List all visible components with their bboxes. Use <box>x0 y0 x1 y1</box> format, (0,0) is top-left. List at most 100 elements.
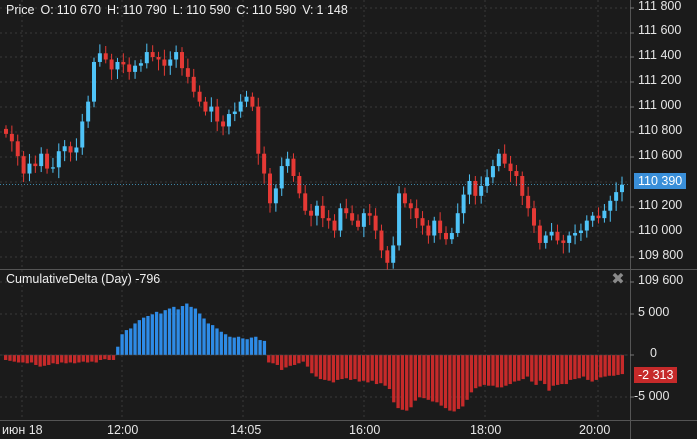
last-price-badge: 110 390 <box>634 173 687 189</box>
delta-bar <box>474 355 478 389</box>
price-tick: 111 200 <box>638 73 682 87</box>
candle-body <box>543 235 548 243</box>
delta-bar <box>223 334 228 355</box>
delta-bar <box>573 355 577 380</box>
delta-bar <box>29 355 34 363</box>
candle-body <box>373 215 378 231</box>
time-tick: 18:00 <box>470 423 502 437</box>
delta-bar <box>487 355 491 386</box>
candle-body <box>285 158 290 167</box>
delta-bar <box>586 355 590 380</box>
delta-bar <box>465 355 469 400</box>
price-tick: 111 400 <box>638 48 682 62</box>
candle-body <box>508 163 513 172</box>
candle-body <box>356 220 360 227</box>
candle-body <box>21 156 26 174</box>
delta-bar <box>189 306 193 355</box>
delta-bar <box>305 355 310 367</box>
delta-bar <box>228 336 232 355</box>
delta-bar <box>258 340 262 355</box>
delta-bar <box>383 355 387 386</box>
candle-body <box>479 185 484 196</box>
delta-bar <box>292 355 297 365</box>
delta-bar <box>616 355 620 375</box>
candle-body <box>27 163 32 174</box>
delta-bar <box>534 355 538 385</box>
delta-bar <box>271 355 275 364</box>
candle-body <box>50 167 55 169</box>
volume-value: 1 148 <box>316 3 348 17</box>
candle-body <box>426 225 431 236</box>
time-tick: 14:05 <box>230 423 262 437</box>
candle-body <box>127 64 132 72</box>
close-icon[interactable]: ✖ <box>611 271 625 288</box>
delta-bar <box>478 355 482 387</box>
delta-bar <box>107 355 111 360</box>
delta-bar <box>120 334 124 355</box>
close-value: 110 590 <box>251 3 297 17</box>
candle-body <box>326 218 331 221</box>
delta-bar <box>85 355 90 363</box>
price-tick: 110 200 <box>638 198 683 212</box>
delta-bar <box>47 355 51 365</box>
delta-bar <box>297 355 301 364</box>
candle-body <box>332 220 337 231</box>
delta-bar <box>508 355 512 385</box>
delta-bar <box>461 355 465 407</box>
delta-bar <box>577 355 581 379</box>
delta-bar <box>538 355 543 381</box>
candle-body <box>226 114 231 127</box>
last-delta-badge: -2 313 <box>634 367 678 383</box>
delta-bar <box>418 355 422 398</box>
time-tick: 12:00 <box>107 423 139 437</box>
delta-bar <box>146 315 150 355</box>
delta-bar <box>521 355 525 380</box>
delta-bar <box>12 355 16 362</box>
delta-bar <box>499 355 504 388</box>
delta-bar <box>568 355 573 380</box>
candle-body <box>203 101 208 112</box>
low-value: 110 590 <box>186 3 231 17</box>
candle-body <box>221 121 226 127</box>
candle-body <box>168 59 173 66</box>
candle-body <box>138 63 143 66</box>
high-key: H: <box>106 3 120 17</box>
candle-body <box>197 91 202 102</box>
delta-bar <box>551 355 555 386</box>
delta-bar <box>81 355 85 362</box>
candle-body <box>273 188 278 204</box>
time-tick: июн 18 <box>2 423 43 437</box>
candle-body <box>620 184 624 193</box>
candle-body <box>561 240 566 243</box>
delta-bar <box>556 355 560 385</box>
open-key: O: <box>40 3 54 17</box>
delta-bar <box>236 336 241 355</box>
delta-bar <box>51 355 55 364</box>
delta-bar <box>60 355 64 363</box>
delta-bar <box>331 355 336 383</box>
candle-body <box>297 176 302 194</box>
delta-bar <box>409 355 413 408</box>
delta-bar <box>185 303 189 355</box>
candle-body <box>408 203 413 209</box>
delta-bar <box>517 355 521 381</box>
delta-bar <box>530 355 534 382</box>
candle-body <box>92 61 96 102</box>
candle-body <box>596 215 601 219</box>
delta-bar <box>620 355 624 375</box>
candle-body <box>144 52 149 64</box>
candle-body <box>232 111 237 115</box>
candle-body <box>608 200 613 211</box>
delta-bar <box>560 355 564 385</box>
delta-bar <box>612 355 616 376</box>
delta-bar <box>512 355 517 382</box>
delta-bar <box>25 355 29 364</box>
candle-body <box>80 121 85 148</box>
candle-body <box>56 151 61 168</box>
delta-bar <box>392 355 396 403</box>
delta-bar <box>452 355 456 412</box>
delta-bar <box>318 355 323 380</box>
candle-body <box>590 215 595 221</box>
